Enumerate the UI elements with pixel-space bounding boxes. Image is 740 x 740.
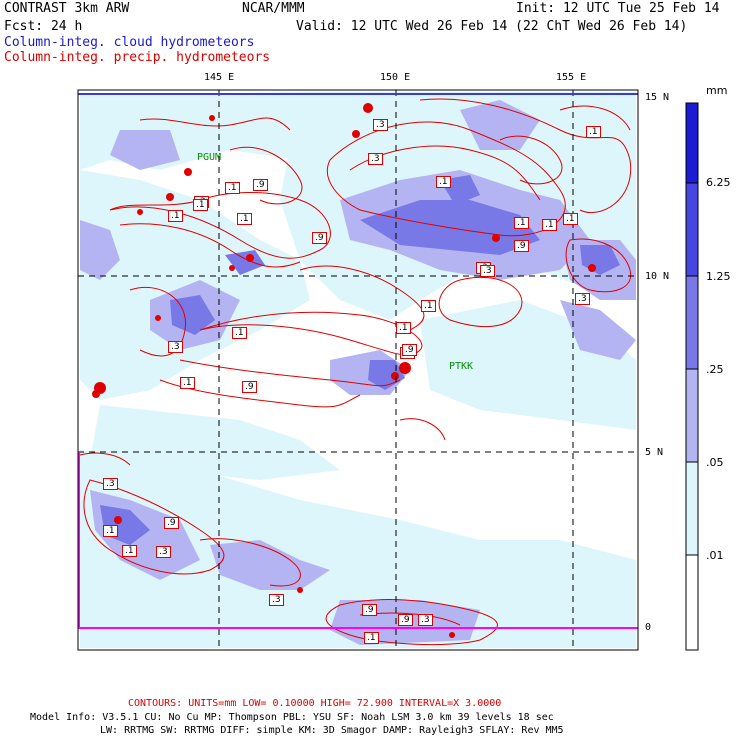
contour-label: .9 — [398, 614, 413, 626]
contour-label: .1 — [421, 300, 436, 312]
contour-label: .9 — [312, 232, 327, 244]
footer-model-info-2: LW: RRTMG SW: RRTMG DIFF: simple KM: 3D … — [100, 725, 564, 736]
contour-label: .1 — [563, 213, 578, 225]
footer-model-info-1: Model Info: V3.5.1 CU: No Cu MP: Thompso… — [30, 712, 554, 723]
map-canvas — [77, 89, 699, 651]
contour-label: .9 — [362, 604, 377, 616]
station-ptkk: PTKK — [449, 361, 474, 372]
contour-label: .3 — [269, 594, 284, 606]
header-valid-time: Valid: 12 UTC Wed 26 Feb 14 (22 ChT Wed … — [296, 19, 688, 34]
map-grid — [78, 90, 638, 650]
contour-label: .1 — [586, 126, 601, 138]
colorbar — [685, 102, 699, 651]
station-pgum: PGUM — [197, 152, 222, 163]
colorbar-label-0-25: .25 — [706, 363, 724, 376]
contour-label: .1 — [103, 525, 118, 537]
precip-contours — [79, 98, 632, 646]
header-model-title: CONTRAST 3km ARW — [4, 1, 130, 16]
contour-label: .3 — [156, 546, 171, 558]
contour-label: .1 — [168, 210, 183, 222]
footer-contour-info: CONTOURS: UNITS=mm LOW= 0.10000 HIGH= 72… — [128, 698, 502, 709]
lat-label-10n: 10 N — [645, 271, 670, 282]
lon-label-150: 150 E — [380, 72, 411, 83]
header-init-time: Init: 12 UTC Tue 25 Feb 14 — [516, 1, 720, 16]
contour-label: .1 — [122, 545, 137, 557]
contour-label: .3 — [418, 614, 433, 626]
contour-label: .3 — [575, 293, 590, 305]
colorbar-label-0-01: .01 — [706, 549, 724, 562]
colorbar-bin-6 — [685, 554, 699, 651]
colorbar-bin-5 — [685, 461, 699, 556]
lon-label-145: 145 E — [204, 72, 235, 83]
contour-label: .3 — [480, 265, 495, 277]
colorbar-label-0-05: .05 — [706, 456, 724, 469]
contour-label: .9 — [514, 240, 529, 252]
colorbar-unit: mm — [706, 84, 728, 97]
lon-label-155: 155 E — [556, 72, 587, 83]
contour-label: .1 — [237, 213, 252, 225]
contour-label: .9 — [164, 517, 179, 529]
header-forecast-hour: Fcst: 24 h — [4, 19, 83, 34]
contour-label: .1 — [542, 219, 557, 231]
contour-label: .3 — [168, 341, 183, 353]
colorbar-bin-1 — [685, 102, 699, 184]
lat-label-15n: 15 N — [645, 92, 670, 103]
contour-label: .1 — [180, 377, 195, 389]
contour-label: .3 — [368, 153, 383, 165]
lat-label-0: 0 — [645, 622, 652, 633]
colorbar-label-6-25: 6.25 — [706, 176, 731, 189]
colorbar-label-1-25: 1.25 — [706, 270, 731, 283]
contour-label: .1 — [396, 322, 411, 334]
contour-label: .9 — [253, 179, 268, 191]
colorbar-bin-2 — [685, 182, 699, 277]
contour-label: .3 — [103, 478, 118, 490]
lat-label-5n: 5 N — [645, 447, 664, 458]
header-org: NCAR/MMM — [242, 1, 305, 16]
contour-label: .1 — [232, 327, 247, 339]
precip-cores — [92, 103, 596, 638]
contour-label: .1 — [364, 632, 379, 644]
legend-precip: Column-integ. precip. hydrometeors — [4, 50, 271, 65]
legend-cloud: Column-integ. cloud hydrometeors — [4, 35, 255, 50]
colorbar-bin-3 — [685, 275, 699, 370]
contour-label: .9 — [242, 381, 257, 393]
contour-label: .9 — [402, 344, 417, 356]
colorbar-bin-4 — [685, 368, 699, 463]
map-frame — [77, 89, 639, 651]
contour-label: .3 — [373, 119, 388, 131]
contour-label: .1 — [193, 199, 208, 211]
contour-label: .1 — [225, 182, 240, 194]
contour-label: .1 — [514, 217, 529, 229]
contour-label: .1 — [436, 176, 451, 188]
